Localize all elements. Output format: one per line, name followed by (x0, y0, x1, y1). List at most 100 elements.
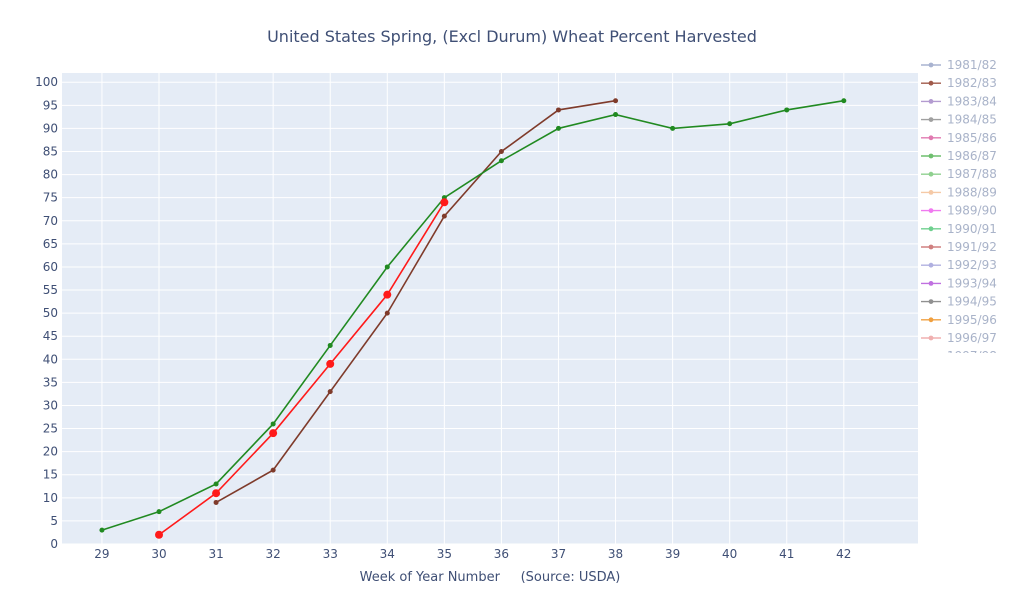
legend-item[interactable]: 1991/92 (921, 240, 997, 254)
data-point[interactable] (213, 499, 219, 505)
legend-label: 1990/91 (947, 222, 997, 236)
series-2[interactable] (99, 98, 847, 533)
y-tick-label: 60 (43, 260, 58, 274)
legend[interactable]: 1981/82 1982/83 1983/84 1984/85 1985/86 1986/… (921, 58, 997, 363)
y-tick-label: 25 (43, 422, 58, 436)
data-point[interactable] (384, 310, 390, 316)
legend-marker-icon (928, 135, 934, 141)
data-point[interactable] (270, 421, 276, 427)
series-3[interactable] (155, 198, 449, 539)
data-point[interactable] (440, 198, 449, 207)
legend-marker-icon (928, 208, 934, 214)
legend-item[interactable]: 1993/94 (921, 276, 997, 290)
x-tick-label: 37 (551, 547, 566, 561)
data-point[interactable] (270, 467, 276, 473)
legend-marker-icon (928, 62, 934, 68)
legend-label: 1997/98 (947, 349, 997, 363)
y-tick-label: 0 (50, 537, 58, 551)
y-tick-label: 30 (43, 398, 58, 412)
y-tick-label: 45 (43, 329, 58, 343)
legend-marker-icon (928, 80, 934, 86)
x-tick-label: 39 (665, 547, 680, 561)
legend-item[interactable]: 1981/82 (921, 58, 997, 72)
y-tick-label: 75 (43, 191, 58, 205)
legend-marker-icon (928, 244, 934, 250)
x-axis-title: Week of Year Number (Source: USDA) (360, 570, 621, 585)
data-point[interactable] (613, 112, 619, 118)
x-tick-label: 32 (266, 547, 281, 561)
x-tick-label: 41 (779, 547, 794, 561)
x-tick-label: 30 (151, 547, 166, 561)
x-tick-label: 35 (437, 547, 452, 561)
legend-item[interactable]: 1994/95 (921, 295, 997, 309)
legend-marker-icon (928, 262, 934, 268)
series-lines (99, 98, 847, 539)
data-point[interactable] (213, 481, 219, 487)
legend-item[interactable]: 1984/85 (921, 113, 997, 127)
x-tick-label: 40 (722, 547, 737, 561)
legend-label: 1995/96 (947, 313, 997, 327)
legend-item[interactable]: 1990/91 (921, 222, 997, 236)
data-point[interactable] (841, 98, 847, 104)
series-1[interactable] (213, 98, 619, 505)
legend-item[interactable]: 1995/96 (921, 313, 997, 327)
y-tick-label: 80 (43, 168, 58, 182)
y-tick-label: 65 (43, 237, 58, 251)
legend-label: 1993/94 (947, 276, 997, 290)
legend-label: 1996/97 (947, 331, 997, 345)
data-point[interactable] (99, 527, 105, 533)
data-point[interactable] (383, 290, 392, 299)
y-tick-label: 50 (43, 306, 58, 320)
legend-label: 1982/83 (947, 76, 997, 90)
legend-marker-icon (929, 354, 934, 359)
legend-item[interactable]: 1987/88 (921, 167, 997, 181)
legend-item[interactable]: 1996/97 (921, 331, 997, 345)
grid-lines (62, 73, 918, 545)
legend-marker-icon (928, 117, 934, 122)
data-point[interactable] (327, 389, 333, 395)
data-point[interactable] (384, 264, 390, 270)
legend-label: 1991/92 (947, 240, 997, 254)
y-tick-label: 100 (35, 75, 58, 89)
data-point[interactable] (613, 98, 619, 104)
legend-item[interactable]: 1985/86 (921, 131, 997, 145)
data-point[interactable] (498, 149, 504, 154)
data-point[interactable] (498, 158, 504, 164)
data-point[interactable] (555, 107, 561, 113)
data-point[interactable] (326, 359, 335, 368)
data-point[interactable] (155, 530, 164, 539)
data-point[interactable] (441, 213, 447, 219)
legend-item[interactable]: 1983/84 (921, 94, 997, 108)
legend-marker-icon (928, 299, 934, 304)
data-point[interactable] (156, 509, 162, 515)
legend-label: 1988/89 (947, 185, 997, 199)
data-point[interactable] (269, 429, 278, 438)
legend-label: 1987/88 (947, 167, 997, 181)
y-tick-label: 35 (43, 375, 58, 389)
plot-area[interactable] (62, 73, 918, 544)
data-point[interactable] (727, 121, 733, 127)
legend-item[interactable]: 1988/89 (921, 185, 997, 199)
legend-item[interactable]: 1989/90 (921, 204, 997, 218)
data-point[interactable] (327, 342, 333, 348)
legend-item[interactable]: 1992/93 (921, 258, 997, 272)
series-line (215, 99, 616, 504)
legend-label: 1989/90 (947, 204, 997, 218)
data-point[interactable] (670, 125, 676, 131)
legend-item[interactable]: 1997/98 (921, 349, 997, 363)
x-axis-ticks: 29 30 31 32 33 34 35 36 37 38 39 40 41 42 (94, 547, 851, 561)
legend-label: 1983/84 (947, 94, 997, 108)
y-tick-label: 90 (43, 121, 58, 135)
y-tick-label: 55 (43, 283, 58, 297)
data-point[interactable] (784, 107, 790, 113)
y-tick-label: 40 (43, 352, 58, 366)
legend-item[interactable]: 1986/87 (921, 149, 997, 163)
legend-item[interactable]: 1982/83 (921, 76, 997, 90)
x-tick-label: 31 (208, 547, 223, 561)
y-tick-label: 15 (43, 468, 58, 482)
legend-label: 1981/82 (947, 58, 997, 72)
legend-label: 1986/87 (947, 149, 997, 163)
data-point[interactable] (555, 125, 561, 131)
data-point[interactable] (212, 489, 221, 498)
